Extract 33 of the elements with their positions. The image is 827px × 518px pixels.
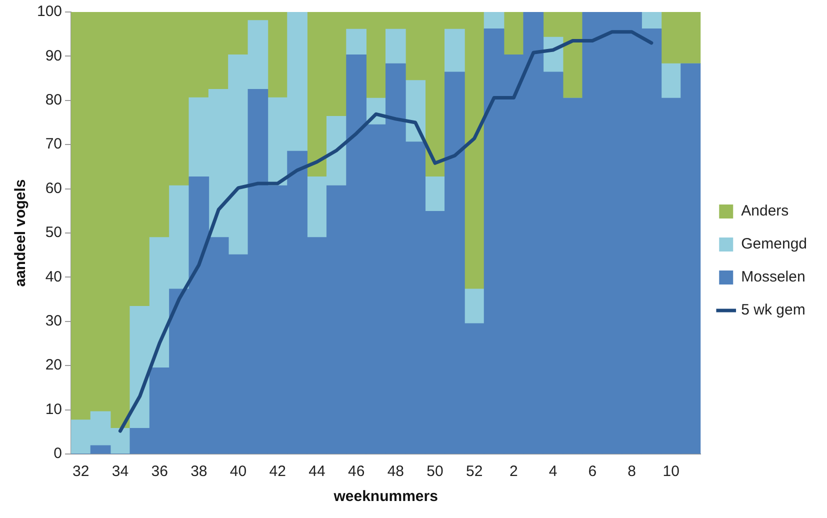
y-tick-label: 10	[45, 400, 62, 418]
y-tick-label: 50	[45, 224, 62, 242]
x-tick-label: 4	[548, 463, 558, 480]
x-tick-label: 2	[510, 463, 518, 480]
y-tick-label: 70	[45, 136, 62, 153]
x-tick-label: 40	[230, 463, 247, 480]
x-tick-label: 52	[466, 463, 483, 480]
x-tick-label: 50	[426, 463, 444, 480]
legend-label: Mosselen	[741, 268, 806, 286]
y-tick-label: 0	[54, 445, 62, 462]
x-tick-label: 46	[348, 463, 365, 480]
x-tick-label: 42	[269, 463, 286, 480]
y-tick-label: 30	[45, 312, 62, 330]
x-tick-label: 6	[588, 463, 597, 480]
legend-label: Anders	[741, 202, 789, 220]
legend-label: 5 wk gem	[741, 302, 806, 319]
y-tick-label: 80	[45, 92, 62, 109]
x-axis-title: weeknummers	[332, 488, 438, 506]
y-tick-label: 90	[45, 47, 62, 64]
x-tick-label: 44	[308, 463, 326, 480]
x-tick-label: 32	[72, 463, 90, 480]
y-axis-title: aandeel vogels	[12, 179, 30, 287]
x-tick-label: 38	[190, 463, 208, 480]
x-tick-label: 10	[662, 463, 680, 480]
legend-label: Gemengd	[741, 236, 807, 253]
y-tick-label: 20	[45, 356, 62, 374]
y-tick-label: 60	[45, 180, 62, 197]
x-tick-label: 8	[628, 463, 636, 480]
y-tick-label: 100	[36, 3, 62, 20]
x-tick-label: 36	[151, 463, 168, 480]
x-tick-label: 34	[112, 463, 129, 480]
x-tick-label: 48	[387, 463, 404, 480]
y-tick-label: 40	[45, 268, 62, 286]
